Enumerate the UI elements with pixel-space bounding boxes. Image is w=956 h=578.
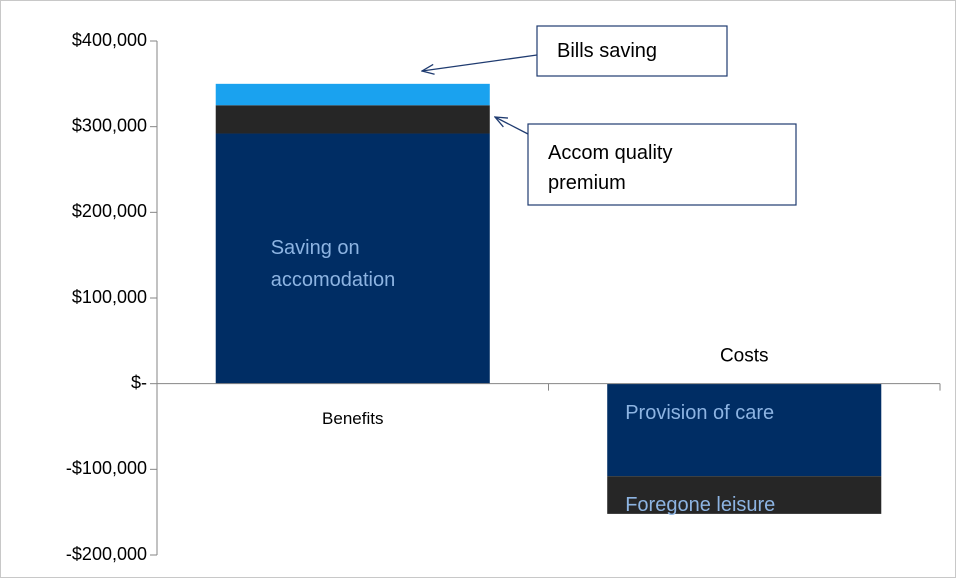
y-tick-label: $-	[131, 372, 147, 392]
y-tick-label: -$200,000	[66, 544, 147, 564]
callout-label: Accom quality premium	[548, 142, 673, 194]
callout-label: Bills saving	[557, 40, 658, 62]
bar-segment	[215, 105, 490, 134]
y-tick-label: $100,000	[72, 287, 147, 307]
bar-segment	[607, 476, 882, 514]
bar-segment	[215, 133, 490, 384]
bar-segment	[215, 83, 490, 106]
callout-box	[527, 123, 797, 206]
bar-segment	[607, 383, 882, 477]
callout-arrow	[422, 54, 538, 71]
y-tick-label: $300,000	[72, 115, 147, 135]
x-tick-label: Costs	[720, 346, 769, 367]
y-tick-label: $400,000	[72, 30, 147, 50]
callout-arrow	[495, 117, 529, 135]
y-tick-label: $200,000	[72, 201, 147, 221]
y-tick-label: -$100,000	[66, 458, 147, 478]
callout-box	[536, 25, 728, 77]
segment-label: Provision of care	[625, 401, 775, 424]
segment-label: Foregone leisure	[625, 494, 776, 517]
segment-label: Saving on accomodation	[270, 236, 396, 291]
x-tick-label: Benefits	[322, 409, 383, 428]
